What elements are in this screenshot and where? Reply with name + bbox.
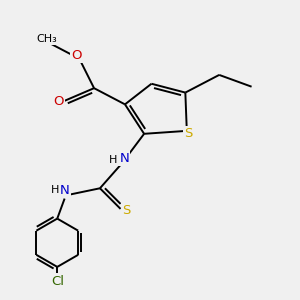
Text: S: S <box>122 204 130 217</box>
Text: N: N <box>60 184 70 197</box>
Text: O: O <box>71 49 82 62</box>
Text: H: H <box>108 155 117 165</box>
Text: H: H <box>51 185 59 195</box>
Text: Cl: Cl <box>51 274 64 287</box>
Text: O: O <box>53 95 64 108</box>
Text: S: S <box>184 127 193 140</box>
Text: N: N <box>119 152 129 165</box>
Text: CH₃: CH₃ <box>37 34 57 44</box>
